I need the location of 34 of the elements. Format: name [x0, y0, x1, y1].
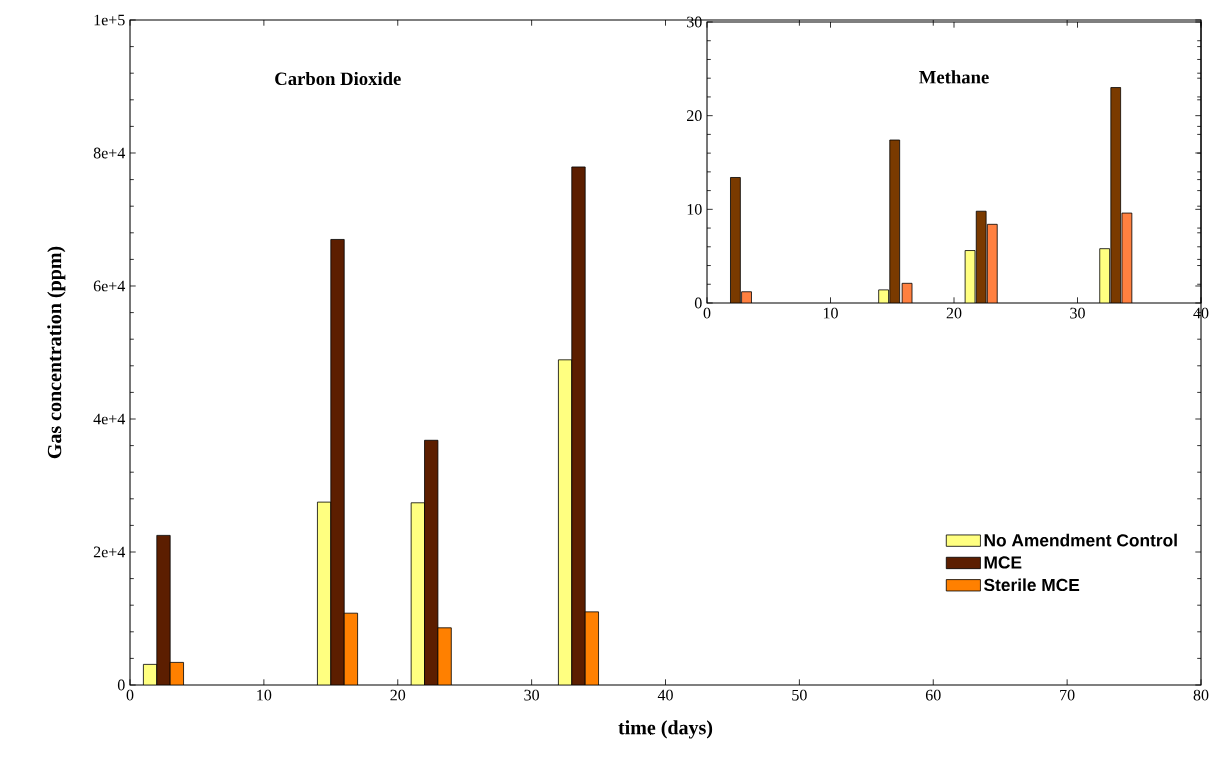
x-axis-title: time (days)	[618, 720, 713, 739]
legend-label: Sterile MCE	[984, 578, 1080, 592]
x-tick-label: 40	[1193, 307, 1209, 319]
x-tick-label: 0	[703, 307, 711, 319]
y-axis-title: Gas concentration (ppm)	[47, 246, 66, 459]
legend-label: No Amendment Control	[984, 533, 1177, 547]
x-tick-label: 80	[1193, 689, 1209, 701]
text: Methane	[919, 70, 989, 84]
bar	[330, 239, 345, 685]
x-tick-label: 40	[657, 689, 673, 701]
y-tick-label: 30	[687, 16, 702, 28]
bar	[156, 534, 171, 685]
x-tick-label: 30	[1070, 307, 1085, 319]
x-tick-label: 70	[1060, 689, 1075, 701]
legend-label: MCE	[984, 556, 1022, 569]
y-tick-label: 2e+4	[93, 546, 126, 558]
y-tick-label: 4e+4	[93, 413, 126, 425]
y-tick-label: 20	[687, 110, 702, 122]
x-tick-label: 0	[126, 689, 134, 701]
y-tick-label: 8e+4	[93, 147, 126, 159]
y-tick-label: 0	[694, 297, 702, 309]
x-tick-label: 60	[925, 689, 941, 701]
x-tick-label: 10	[257, 689, 272, 701]
x-tick-label: 10	[823, 307, 838, 319]
x-tick-label: 20	[390, 689, 406, 701]
y-tick-label: 10	[687, 203, 702, 215]
text: Carbon Dioxide	[275, 71, 401, 86]
y-tick-label: 0	[117, 679, 125, 691]
x-tick-label: 50	[792, 689, 807, 701]
y-tick-label: 6e+4	[93, 280, 126, 292]
x-tick-label: 20	[946, 307, 962, 319]
y-tick-label: 1e+5	[94, 14, 125, 26]
x-tick-label: 30	[524, 689, 540, 701]
bar	[571, 166, 586, 685]
